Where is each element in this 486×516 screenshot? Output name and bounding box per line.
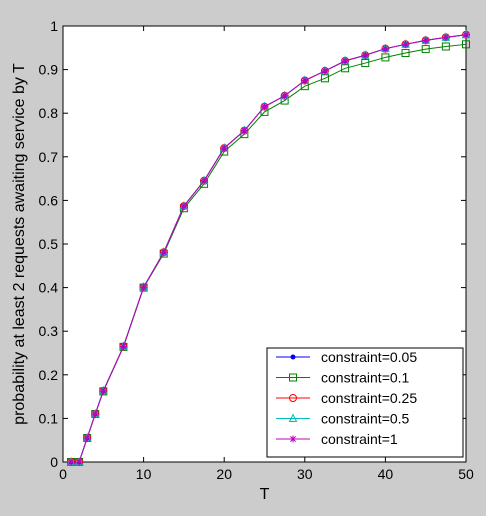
legend-marker — [289, 435, 297, 443]
data-point — [442, 33, 450, 41]
data-point — [140, 283, 148, 291]
y-tick-label: 0.2 — [39, 367, 59, 383]
y-tick-label: 0.3 — [39, 323, 59, 339]
data-point — [220, 144, 228, 152]
data-point — [441, 42, 450, 51]
legend-entry: constraint=0.1 — [276, 370, 410, 386]
y-tick-label: 0.6 — [39, 192, 59, 208]
x-tick-label: 30 — [297, 466, 313, 482]
x-tick-label: 10 — [136, 466, 152, 482]
y-tick-label: 0.8 — [39, 105, 59, 121]
legend-label: constraint=0.25 — [321, 390, 417, 406]
y-tick-label: 0.1 — [39, 410, 59, 426]
data-point — [462, 40, 470, 49]
data-point — [160, 248, 168, 256]
data-point — [240, 127, 248, 135]
legend-label: constraint=0.1 — [321, 370, 410, 386]
y-tick-label: 0.5 — [39, 236, 59, 252]
legend-entry: constraint=0.05 — [276, 349, 417, 365]
data-point — [75, 458, 83, 466]
data-point — [381, 45, 389, 53]
data-point — [421, 45, 430, 54]
data-point — [381, 53, 390, 62]
data-point — [422, 36, 430, 44]
y-tick-label: 0.9 — [39, 62, 59, 78]
data-point — [83, 434, 91, 442]
data-point — [67, 458, 75, 466]
y-tick-label: 0.4 — [39, 280, 59, 296]
legend-entry: constraint=0.25 — [276, 390, 417, 406]
data-point — [119, 342, 127, 350]
x-tick-label: 0 — [59, 466, 67, 482]
legend-label: constraint=1 — [321, 431, 398, 447]
data-point — [361, 59, 370, 68]
y-tick-label: 0.7 — [39, 149, 59, 165]
data-point — [321, 67, 329, 75]
y-tick-label: 1 — [50, 18, 58, 34]
legend: constraint=0.05 constraint=0.1 constraint=… — [266, 347, 464, 458]
data-point — [301, 77, 309, 84]
x-axis-title: T — [260, 486, 270, 503]
data-point — [261, 103, 268, 111]
data-point — [361, 51, 369, 59]
series-5 — [67, 31, 470, 466]
x-axis: 0 10 20 30 40 50 — [59, 26, 474, 482]
legend-marker — [288, 413, 298, 422]
data-point — [91, 410, 99, 418]
y-axis: 0 0.1 0.2 0.3 0.4 0.5 0.6 0.7 0.8 0.9 1 — [39, 18, 466, 470]
data-point — [281, 92, 289, 100]
x-tick-label: 40 — [378, 466, 394, 482]
data-point — [401, 49, 410, 58]
legend-label: constraint=0.5 — [321, 411, 410, 427]
legend-marker — [289, 394, 297, 402]
data-point — [462, 31, 470, 39]
data-point — [180, 202, 188, 210]
legend-marker — [290, 354, 296, 360]
x-tick-label: 50 — [458, 466, 474, 482]
data-point — [402, 40, 410, 48]
data-point — [341, 57, 349, 65]
data-point — [99, 387, 107, 395]
legend-entry: constraint=0.5 — [276, 411, 410, 427]
y-axis-title: probability at least 2 requests awaiting… — [11, 63, 28, 425]
legend-marker — [289, 373, 297, 382]
legend-label: constraint=0.05 — [321, 349, 417, 365]
data-point — [200, 177, 208, 185]
x-tick-label: 20 — [216, 466, 232, 482]
series-layer — [66, 29, 471, 466]
legend-entry: constraint=1 — [276, 431, 398, 447]
y-tick-label: 0 — [50, 454, 58, 470]
